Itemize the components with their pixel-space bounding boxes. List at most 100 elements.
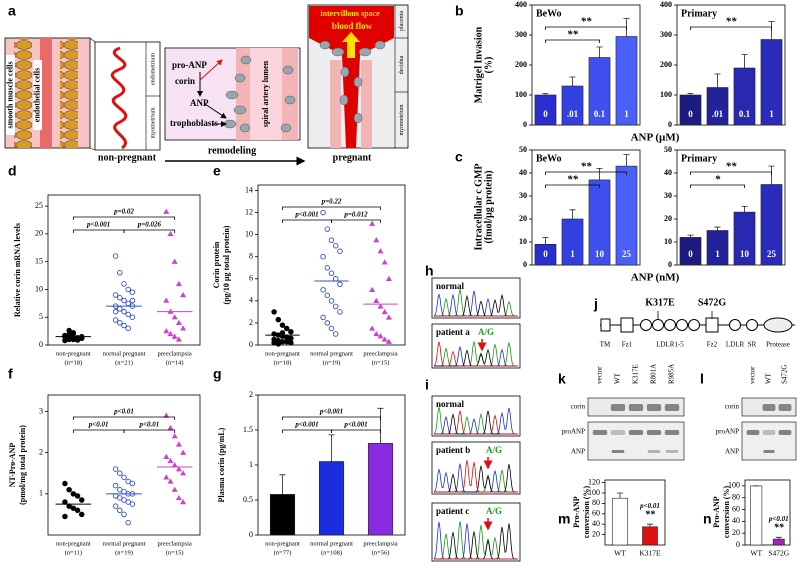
- domain-label: SR: [748, 341, 757, 349]
- y-tick-label: 80: [732, 493, 740, 502]
- x-tick-label: WT: [750, 549, 762, 558]
- panel-label: n: [703, 511, 712, 527]
- data-point: [125, 286, 131, 293]
- bar: [772, 538, 785, 546]
- significance-bracket: [690, 171, 772, 175]
- data-point: [74, 493, 81, 499]
- data-point: [171, 333, 178, 339]
- y-tick-label: 200: [660, 60, 672, 69]
- y-axis-label: Corin protein: [212, 241, 221, 288]
- data-point: [78, 335, 85, 342]
- y-tick-label: 0: [668, 120, 672, 129]
- y-tick-label: 80: [592, 498, 600, 507]
- y-tick-label: 0.5: [243, 495, 253, 504]
- significance-label: p<0.001: [86, 221, 110, 229]
- plot-frame: [531, 149, 641, 266]
- y-tick-label: 25: [35, 201, 43, 210]
- y-tick-label: 100: [660, 90, 672, 99]
- y-axis-label: (fmol/µg protein): [483, 170, 494, 243]
- significance-bracket: [545, 26, 627, 30]
- significance-label: p<0.001: [343, 421, 367, 429]
- panel-label: c: [455, 149, 463, 165]
- data-point: [171, 486, 178, 492]
- x-tick-label: (n=19): [115, 549, 133, 556]
- significance-label: p<0.01: [88, 421, 109, 429]
- panel-label: i: [425, 377, 429, 393]
- data-point: [369, 220, 376, 226]
- y-tick-label: 10: [35, 284, 43, 293]
- y-tick-label: 0: [668, 260, 672, 269]
- annotation: p<0.01: [639, 502, 660, 510]
- data-point: [163, 474, 170, 480]
- layer-label: placenta: [399, 11, 405, 31]
- significance-bracket: [123, 229, 176, 233]
- data-point: [369, 325, 376, 331]
- data-point: [171, 462, 178, 468]
- blood: [309, 6, 394, 148]
- data-point: [112, 253, 119, 259]
- y-tick-label: 12: [245, 207, 253, 216]
- domain-label: Protease: [766, 341, 790, 349]
- y-axis-label: Plasma corin (pg/mL): [217, 427, 226, 502]
- error-bar: [687, 234, 694, 238]
- diagram-a: smooth muscle cells endothelial cells en…: [4, 4, 409, 166]
- bar: [269, 494, 296, 536]
- x-tick-label: preeclampsia: [363, 350, 397, 357]
- chromatogram-box: [431, 323, 521, 369]
- label: smooth muscle cells: [5, 61, 14, 128]
- bar: [750, 485, 763, 546]
- y-tick-label: 30: [664, 191, 672, 200]
- domain: [705, 317, 719, 333]
- label: pregnant: [333, 152, 372, 163]
- plot-frame: [257, 184, 406, 346]
- label: blood flow: [332, 21, 373, 31]
- category-label: 0: [688, 249, 693, 259]
- error-bar: [714, 226, 721, 231]
- data-point: [121, 474, 127, 481]
- panel-label: j: [593, 296, 598, 312]
- error-bar: [775, 536, 782, 540]
- data-point: [163, 297, 170, 303]
- y-tick-label: 10: [245, 229, 253, 238]
- y-tick-label: 2: [249, 390, 253, 399]
- data-point: [180, 292, 187, 298]
- data-point: [163, 328, 170, 334]
- data-point: [288, 340, 294, 346]
- error-bar: [328, 434, 335, 462]
- panel-label: d: [8, 163, 17, 179]
- y-tick-label: 300: [515, 30, 527, 39]
- panel-label: f: [8, 366, 13, 382]
- x-tick-label: (n=19): [323, 359, 341, 366]
- x-tick-label: non-pregnant: [56, 540, 91, 547]
- data-point: [66, 486, 72, 493]
- x-tick-label: (n=15): [166, 549, 184, 556]
- y-axis-label: conversion (%): [722, 486, 731, 539]
- arrow: [204, 103, 227, 119]
- y-tick-label: 0: [39, 340, 43, 349]
- error-bar: [617, 492, 623, 499]
- y-tick-label: 0: [523, 260, 527, 269]
- domain-label: LDLR1-5: [656, 341, 684, 349]
- panel-label: m: [558, 511, 570, 527]
- variant-label: A/G: [478, 327, 494, 337]
- data-point: [175, 280, 182, 287]
- data-point: [275, 316, 282, 323]
- annotation: **: [645, 509, 656, 520]
- y-tick-label: 60: [592, 509, 600, 518]
- data-point: [324, 226, 331, 232]
- y-tick-label: 20: [732, 528, 740, 537]
- row-label: corin: [571, 403, 586, 411]
- chart-title: BeWo: [536, 8, 562, 19]
- error-bar: [647, 523, 653, 527]
- data-point: [373, 297, 380, 304]
- data-point: [324, 292, 331, 299]
- y-tick-label: 60: [732, 504, 740, 513]
- error-bar: [596, 46, 603, 58]
- significance-label: p=0.22: [321, 198, 342, 206]
- x-tick-label: normal pregnant: [103, 350, 146, 357]
- chromatogram-box: [431, 277, 521, 319]
- data-point: [129, 297, 136, 304]
- y-tick-label: 2: [249, 318, 253, 327]
- data-point: [117, 270, 123, 276]
- category-label: 0.1: [739, 109, 751, 119]
